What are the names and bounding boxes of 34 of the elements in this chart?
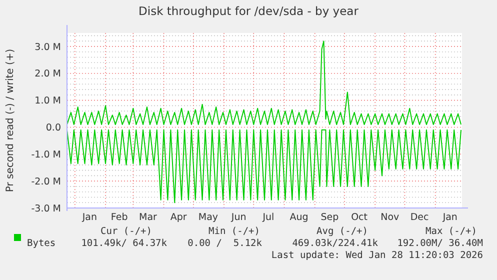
x-tick-label: Dec [410, 212, 429, 223]
x-tick-label: Jun [230, 212, 246, 223]
x-tick-label: May [198, 212, 218, 223]
text: 469.03k/224.41k [292, 238, 378, 249]
legend-label: Bytes [27, 238, 56, 249]
y-axis-title: Pr second read (-) / write (+) [5, 48, 16, 192]
text: Avg (-/+) [316, 226, 368, 237]
text: 0.00 / 5.12k [188, 238, 262, 249]
x-tick-label: Jan [442, 212, 458, 223]
text: 101.49k/ 64.37k [81, 238, 168, 249]
x-tick-label: Mar [139, 212, 158, 223]
line-series [66, 129, 462, 204]
x-tick-label: Sep [320, 212, 339, 223]
text: 192.00M/ 36.40M [397, 238, 484, 249]
x-tick-label: Aug [290, 212, 308, 223]
x-tick-label: Nov [380, 212, 400, 223]
y-tick-label: 3.0 M [34, 42, 61, 53]
x-tick-label: Apr [170, 212, 187, 223]
x-tick-label: Jul [262, 212, 274, 223]
x-tick-label: Jan [81, 212, 98, 223]
chart-title: Disk throughput for /dev/sda - by year [138, 4, 359, 18]
text: Cur (-/+) [100, 226, 152, 237]
y-tick-label: -3.0 M [31, 203, 61, 214]
x-tick-label: Oct [351, 212, 368, 223]
x-tick-label: Feb [110, 212, 128, 223]
y-tick-label: 1.0 M [34, 96, 61, 107]
y-tick-label: 0.0 [46, 122, 61, 134]
y-tick-label: -1.0 M [31, 149, 61, 160]
y-tick-label: 2.0 M [34, 68, 61, 80]
y-tick-label: -2.0 M [31, 176, 61, 188]
text: Last update: Wed Jan 28 11:20:03 2026 [271, 250, 484, 261]
line-series [66, 40, 462, 126]
text: Max (-/+) [426, 226, 477, 237]
text: Min (-/+) [208, 226, 260, 237]
